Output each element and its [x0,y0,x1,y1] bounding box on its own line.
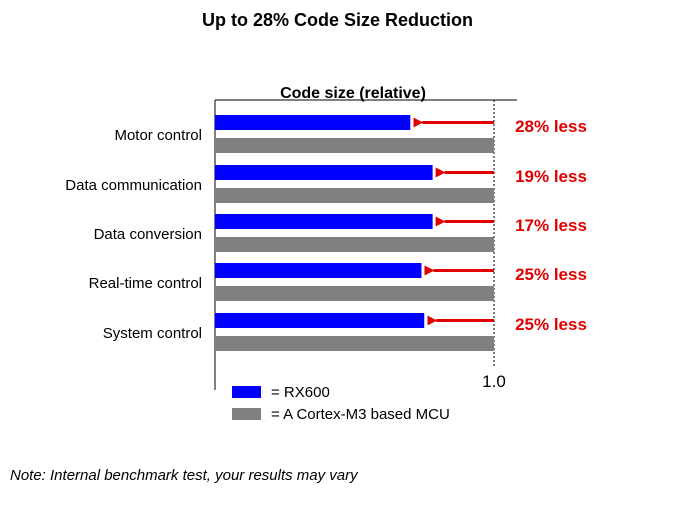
legend-swatch [232,386,261,398]
reduction-label: 28% less [515,117,587,136]
footnote: Note: Internal benchmark test, your resu… [10,467,358,484]
bar-cortex-m3 [215,237,494,252]
reduction-label: 19% less [515,167,587,186]
category-label: Real-time control [89,275,202,292]
bar-cortex-m3 [215,336,494,351]
reduction-label: 25% less [515,315,587,334]
bar-cortex-m3 [215,286,494,301]
bar-rx600 [215,165,433,180]
legend-label: = A Cortex-M3 based MCU [271,406,450,423]
category-label: Motor control [114,127,202,144]
x-tick-label: 1.0 [482,372,506,391]
legend-swatch [232,408,261,420]
bar-rx600 [215,115,411,130]
chart-subtitle: Code size (relative) [280,85,426,102]
bar-cortex-m3 [215,188,494,203]
bar-rx600 [215,263,422,278]
bar-rx600 [215,214,433,229]
reduction-label: 25% less [515,265,587,284]
category-label: System control [103,325,202,342]
category-label: Data communication [65,177,202,194]
bar-cortex-m3 [215,138,494,153]
chart-title: Up to 28% Code Size Reduction [201,10,474,30]
category-label: Data conversion [94,226,202,243]
reduction-label: 17% less [515,216,587,235]
legend-label: = RX600 [271,384,330,401]
bar-rx600 [215,313,425,328]
